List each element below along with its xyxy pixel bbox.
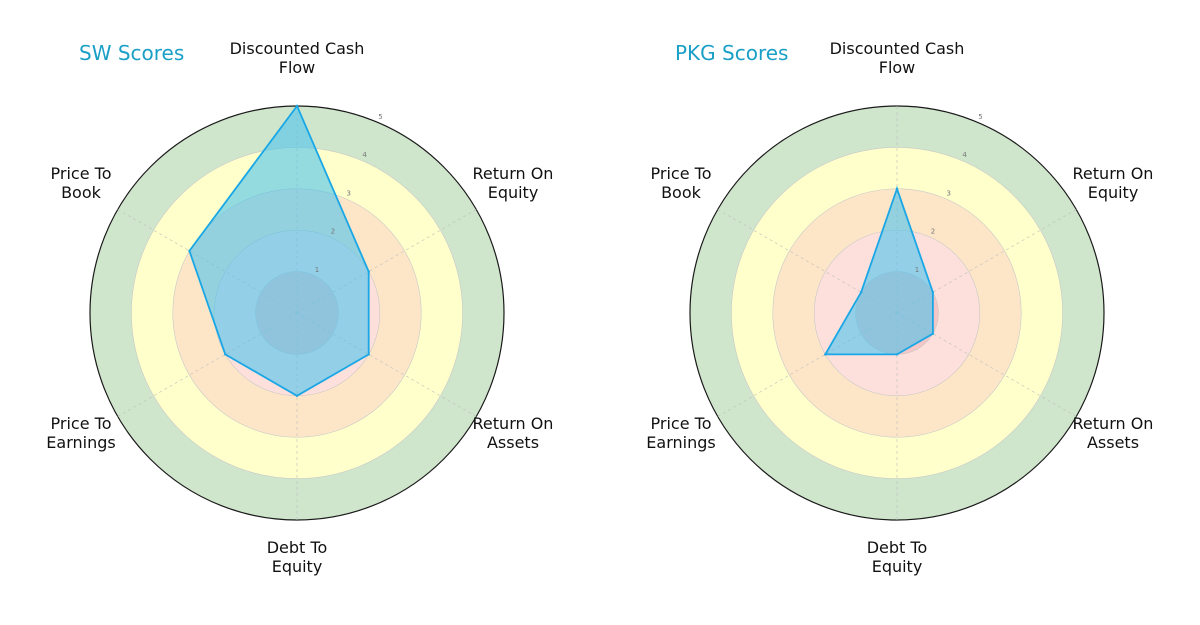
axis-label: Return On Assets [1073, 414, 1154, 452]
axis-label: Discounted Cash Flow [830, 39, 965, 77]
axis-label-line: Discounted Cash [230, 39, 365, 58]
axis-label-line: Return On [1073, 164, 1154, 183]
axis-label: Price To Book [51, 164, 112, 202]
radial-tick-label: 2 [331, 228, 335, 236]
axis-label: Return On Assets [473, 414, 554, 452]
grid-spoke [896, 209, 1077, 314]
data-point [895, 187, 899, 190]
grid-spoke [717, 312, 898, 417]
axis-label-line: Price To [651, 164, 712, 183]
axis-label-line: Book [61, 183, 102, 202]
axis-label-line: Return On [1073, 414, 1154, 433]
axis-label: Discounted Cash Flow [230, 39, 365, 77]
grid-spoke [117, 312, 298, 417]
grid-ring [731, 147, 1063, 479]
axis-label: Return On Equity [473, 164, 554, 202]
data-point [367, 353, 370, 356]
axis-label-line: Book [661, 183, 702, 202]
axis-label-line: Price To [651, 414, 712, 433]
data-point [859, 291, 863, 294]
data-point [295, 394, 299, 397]
axis-label-line: Equity [488, 183, 539, 202]
axis-label-line: Earnings [646, 433, 715, 452]
axis-label-line: Flow [879, 58, 916, 77]
data-point [824, 353, 827, 356]
radial-tick-label: 3 [347, 189, 351, 197]
grid-spoke [896, 312, 1077, 417]
radial-tick-label: 2 [931, 228, 935, 236]
axis-label: Price To Earnings [646, 414, 715, 452]
axis-label-line: Return On [473, 414, 554, 433]
axis-label-line: Price To [51, 414, 112, 433]
chart-title: SW Scores [79, 41, 184, 65]
axis-label-line: Return On [473, 164, 554, 183]
axis-label: Return On Equity [1073, 164, 1154, 202]
grid-spoke [296, 209, 477, 314]
axis-label-line: Equity [872, 557, 923, 576]
axis-label-line: Flow [279, 58, 316, 77]
data-point [224, 353, 227, 356]
axis-label-line: Assets [487, 433, 539, 452]
axis-label-line: Earnings [46, 433, 115, 452]
data-point [931, 332, 935, 335]
radial-tick-label: 4 [962, 151, 967, 159]
grid-spoke [717, 209, 898, 314]
axis-label: Price To Earnings [46, 414, 115, 452]
grid-spoke [296, 312, 477, 417]
axis-label-line: Discounted Cash [830, 39, 965, 58]
radial-tick-label: 1 [915, 266, 919, 274]
axis-label-line: Debt To [867, 538, 928, 557]
data-point [931, 291, 935, 294]
data-point [367, 270, 370, 273]
chart-title: PKG Scores [675, 41, 788, 65]
radial-tick-label: 4 [362, 151, 367, 159]
radial-tick-label: 5 [378, 113, 382, 121]
axis-label-line: Equity [1088, 183, 1139, 202]
radial-tick-label: 3 [947, 189, 951, 197]
axis-label: Price To Book [651, 164, 712, 202]
radial-tick-label: 5 [978, 113, 982, 121]
data-point [895, 353, 899, 356]
data-point [188, 249, 191, 253]
radial-tick-label: 1 [315, 266, 319, 274]
axis-label: Debt To Equity [867, 538, 928, 576]
axis-label-line: Price To [51, 164, 112, 183]
axis-label: Debt To Equity [267, 538, 328, 576]
axis-label-line: Assets [1087, 433, 1139, 452]
axis-label-line: Equity [272, 557, 323, 576]
axis-label-line: Debt To [267, 538, 328, 557]
data-point [295, 104, 299, 108]
